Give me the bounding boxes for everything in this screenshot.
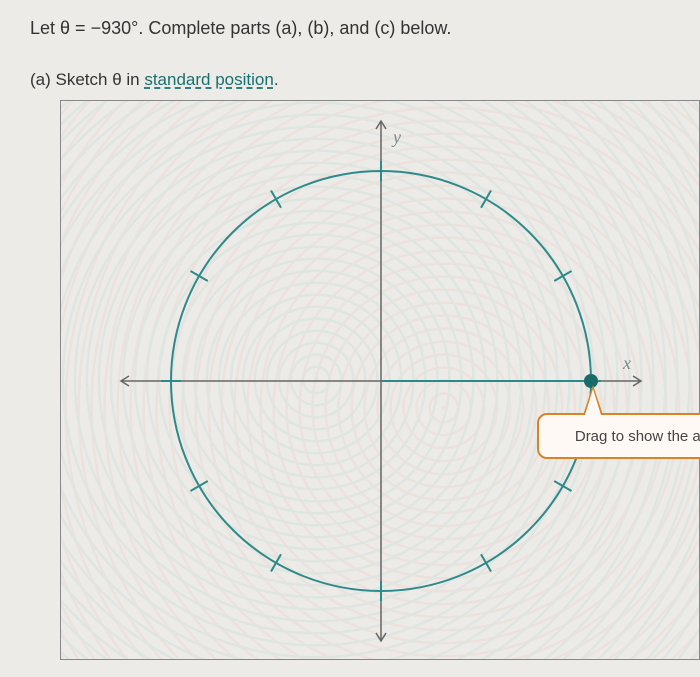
problem-suffix: . Complete parts (a), (b), and (c) below… bbox=[138, 18, 451, 38]
x-axis-label: x bbox=[622, 353, 631, 373]
drag-tooltip: Drag to show the angle bbox=[537, 413, 700, 459]
problem-statement: Let θ = −930°. Complete parts (a), (b), … bbox=[30, 18, 451, 39]
theta-value: −930° bbox=[91, 18, 139, 38]
y-axis-label: y bbox=[391, 127, 401, 147]
tooltip-text: Drag to show the angle bbox=[575, 428, 700, 445]
coordinate-graph[interactable]: yx bbox=[61, 101, 700, 661]
part-a-suffix: . bbox=[274, 70, 279, 89]
problem-prefix: Let θ = bbox=[30, 18, 91, 38]
tooltip-pointer-inner bbox=[585, 389, 601, 415]
graph-panel: yx Drag to show the angle bbox=[60, 100, 700, 660]
standard-position-link[interactable]: standard position bbox=[144, 70, 273, 89]
part-a-prefix: (a) Sketch θ in bbox=[30, 70, 144, 89]
part-a: (a) Sketch θ in standard position. bbox=[30, 70, 279, 90]
